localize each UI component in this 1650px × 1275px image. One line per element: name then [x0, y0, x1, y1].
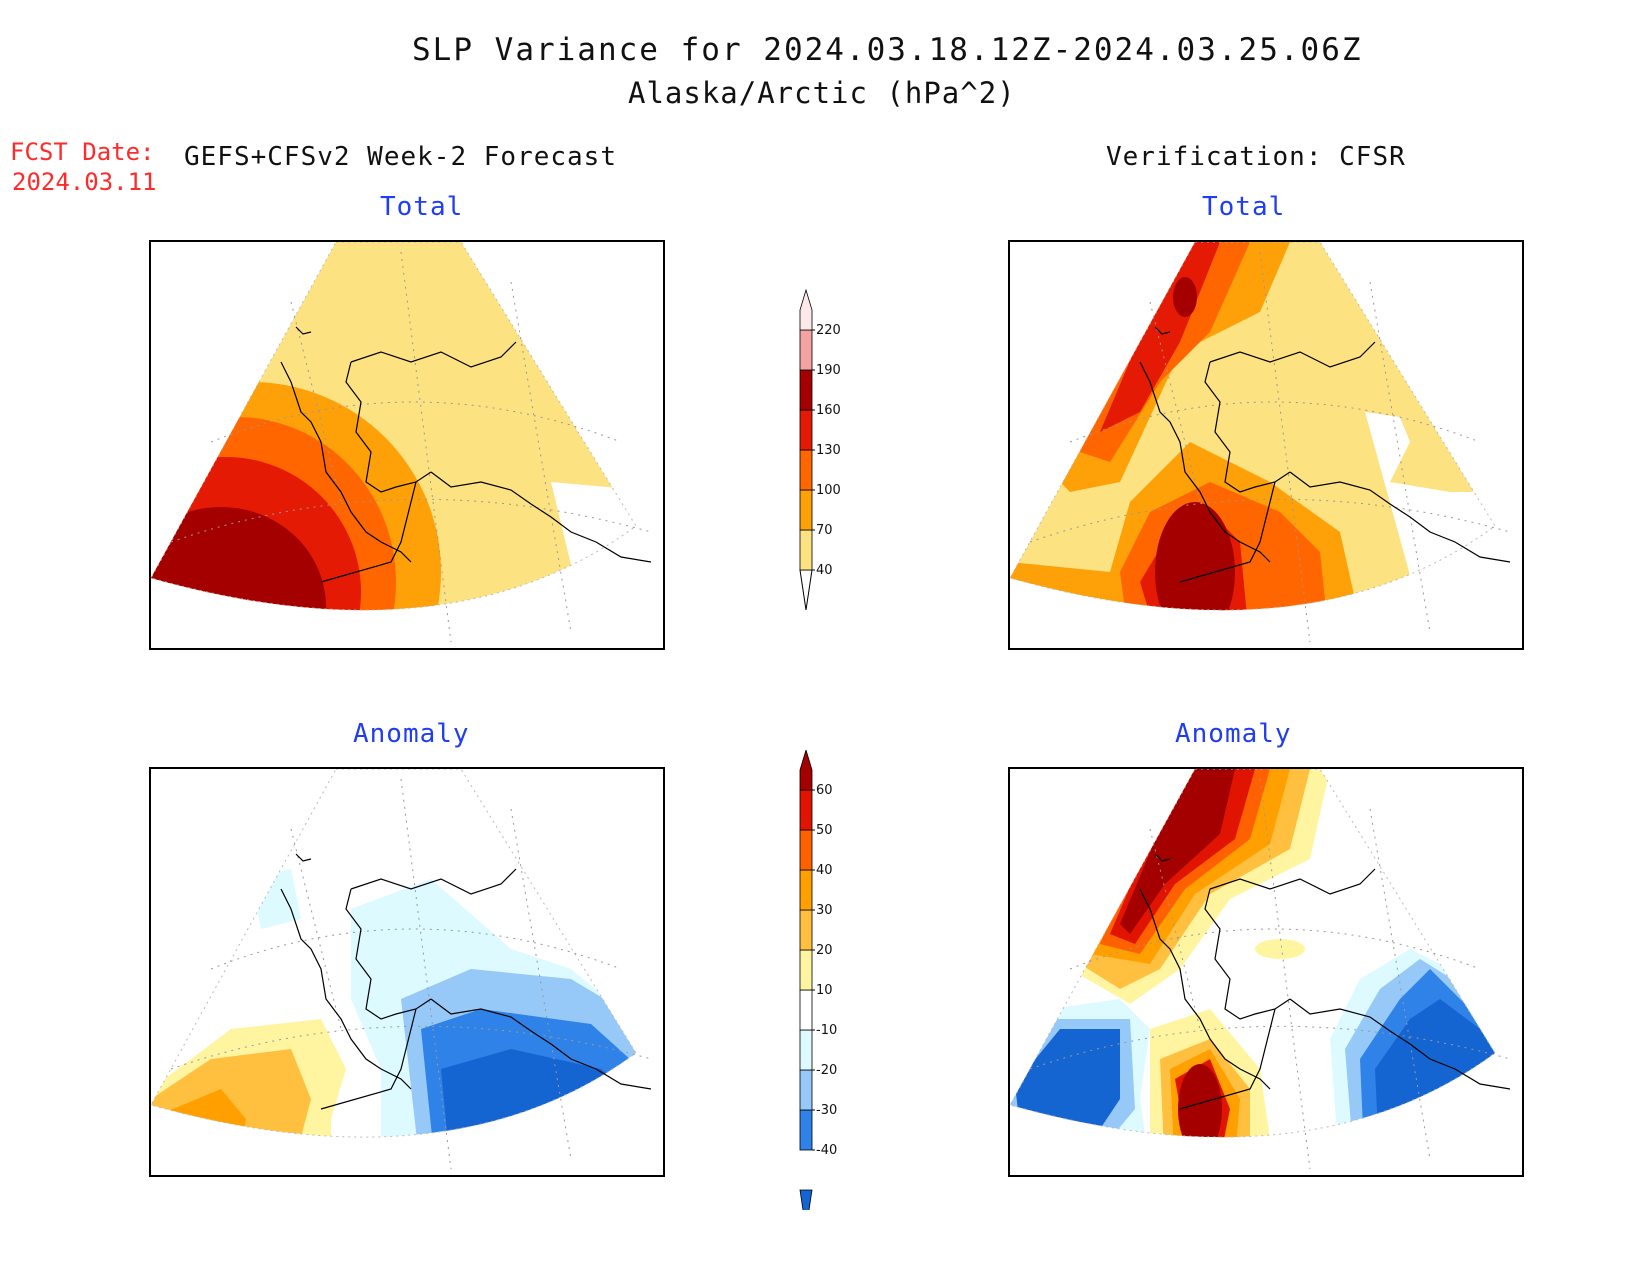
colorbar-anomaly-swatch: [799, 1069, 813, 1111]
colorbar-anomaly-swatch: [799, 909, 813, 951]
colorbar-anomaly-tick-label: -30: [816, 1103, 837, 1118]
colorbar-total-swatch: [799, 369, 813, 411]
colorbar-total-swatch: [799, 449, 813, 491]
colorbar-total-swatch: [799, 409, 813, 451]
colorbar-total-tick-label: 160: [816, 403, 841, 418]
colorbar-anomaly-tick-label: 10: [816, 983, 833, 998]
colorbar-anomaly-tick-label: -10: [816, 1023, 837, 1038]
colorbar-anomaly-swatch: [799, 789, 813, 831]
colorbar-anomaly-swatch: [799, 750, 813, 791]
verification-anomaly-map: [1010, 769, 1511, 1170]
colorbar-total-swatch: [799, 288, 813, 331]
panel-title-verif-total: Total: [1202, 192, 1286, 222]
colorbar-total: 40 70 100 130 160 190 220: [799, 288, 841, 610]
colorbar-anomaly-tick-label: 30: [816, 903, 833, 918]
colorbar-anomaly-swatch: [799, 829, 813, 871]
colorbar-anomaly-swatch: [799, 1189, 813, 1210]
forecast-total-map: [151, 242, 652, 643]
colorbar-total-swatch: [799, 489, 813, 531]
colorbar-anomaly-swatch: [799, 1029, 813, 1071]
colorbar-total-tick-label: 190: [816, 363, 841, 378]
colorbar-total-tick-label: 40: [816, 563, 833, 578]
colorbar-anomaly: -40 -30 -20 -10 10 20 30 40 50 60: [799, 750, 837, 1210]
panel-title-fcst-anomaly: Anomaly: [353, 719, 470, 749]
panel-title-fcst-total: Total: [380, 192, 464, 222]
colorbar-anomaly-tick-label: 40: [816, 863, 833, 878]
colorbar-anomaly-swatch: [799, 1109, 813, 1151]
forecast-label: GEFS+CFSv2 Week-2 Forecast: [184, 142, 617, 172]
map-panel-forecast-total: [149, 240, 665, 650]
colorbar-anomaly-swatch: [799, 869, 813, 911]
map-panel-verification-anomaly: [1008, 767, 1524, 1177]
colorbar-anomaly-tick-label: 20: [816, 943, 833, 958]
colorbar-total-tip-low: [799, 569, 813, 610]
colorbar-anomaly-tick-label: -20: [816, 1063, 837, 1078]
fcst-date-value: 2024.03.11: [12, 168, 157, 196]
map-panel-forecast-anomaly: [149, 767, 665, 1177]
map-panel-verification-total: [1008, 240, 1524, 650]
colorbar-total-tick-label: 220: [816, 323, 841, 338]
colorbar-total-swatch: [799, 329, 813, 371]
colorbar-total-tick-label: 70: [816, 523, 833, 538]
colorbar-anomaly-swatch: [799, 989, 813, 1031]
colorbar-total-tick-label: 100: [816, 483, 841, 498]
forecast-anomaly-map: [151, 769, 652, 1170]
panel-title-verif-anomaly: Anomaly: [1175, 719, 1292, 749]
map-subtitle: Alaska/Arctic (hPa^2): [628, 76, 1016, 110]
map-title: SLP Variance for 2024.03.18.12Z-2024.03.…: [412, 32, 1363, 68]
colorbar-total-swatch: [799, 529, 813, 571]
verification-label: Verification: CFSR: [1106, 142, 1406, 172]
colorbar-anomaly-tick-label: 50: [816, 823, 833, 838]
colorbar-anomaly-tick-label: -40: [816, 1143, 837, 1158]
verification-total-map: [1010, 242, 1511, 643]
fcst-date-label: FCST Date:: [10, 138, 155, 166]
colorbar-anomaly-tick-label: 60: [816, 783, 833, 798]
colorbar-total-tick-label: 130: [816, 443, 841, 458]
colorbar-anomaly-swatch: [799, 949, 813, 991]
